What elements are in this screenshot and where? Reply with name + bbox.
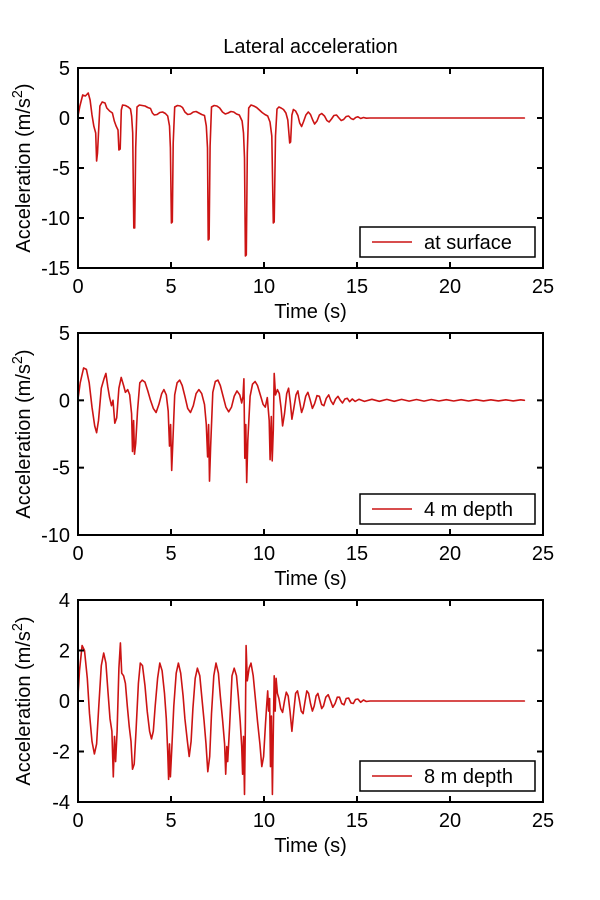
x-tick-label: 20 [439, 810, 461, 832]
series-line-8-m-depth [77, 642, 526, 796]
y-axis-label: Acceleration (m/s2) [10, 83, 35, 252]
y-tick-label: -4 [52, 792, 70, 814]
x-tick-label: 25 [532, 276, 554, 298]
x-tick-label: 15 [346, 810, 368, 832]
y-tick-label: -5 [52, 458, 70, 480]
chart-title: Lateral acceleration [223, 36, 398, 58]
y-tick-label: -15 [41, 258, 70, 280]
x-tick-label: 0 [72, 276, 83, 298]
axes-box [77, 332, 544, 536]
x-tick-label: 20 [439, 276, 461, 298]
x-axis-label: Time (s) [274, 301, 347, 323]
y-tick-label: -10 [41, 525, 70, 547]
y-tick-label: 0 [59, 390, 70, 412]
x-tick-label: 0 [72, 810, 83, 832]
y-tick-label: -5 [52, 158, 70, 180]
x-tick-label: 25 [532, 543, 554, 565]
x-tick-label: 5 [165, 276, 176, 298]
x-tick-label: 0 [72, 543, 83, 565]
y-tick-label: -10 [41, 208, 70, 230]
x-tick-label: 15 [346, 543, 368, 565]
series-line-at-surface [77, 92, 526, 257]
x-tick-label: 5 [165, 810, 176, 832]
x-tick-label: 20 [439, 543, 461, 565]
x-tick-label: 15 [346, 276, 368, 298]
y-tick-label: 5 [59, 58, 70, 80]
subplot-4m-depth: 0 5 10 15 20 25 5 0 -5 -10 Time (s) Acceleration (m… [10, 323, 554, 590]
y-axis-label: Acceleration (m/s2) [10, 616, 35, 785]
x-axis-label: Time (s) [274, 835, 347, 857]
legend-label: 8 m depth [424, 766, 513, 788]
legend-label: at surface [424, 232, 512, 254]
subplot-at-surface: 0 5 10 15 20 25 5 0 -5 -10 -15 Time (s) Lateral acce… [10, 36, 554, 323]
x-tick-label: 10 [253, 810, 275, 832]
y-tick-label: 5 [59, 323, 70, 345]
series-line-4-m-depth [77, 367, 526, 484]
y-axis-label: Acceleration (m/s2) [10, 349, 35, 518]
x-tick-label: 5 [165, 543, 176, 565]
x-tick-label: 25 [532, 810, 554, 832]
legend-label: 4 m depth [424, 499, 513, 521]
y-tick-label: -2 [52, 742, 70, 764]
x-tick-label: 10 [253, 543, 275, 565]
y-tick-label: 0 [59, 108, 70, 130]
y-tick-label: 2 [59, 641, 70, 663]
x-axis-label: Time (s) [274, 568, 347, 590]
y-tick-label: 4 [59, 590, 70, 612]
y-tick-label: 0 [59, 691, 70, 713]
x-tick-label: 10 [253, 276, 275, 298]
